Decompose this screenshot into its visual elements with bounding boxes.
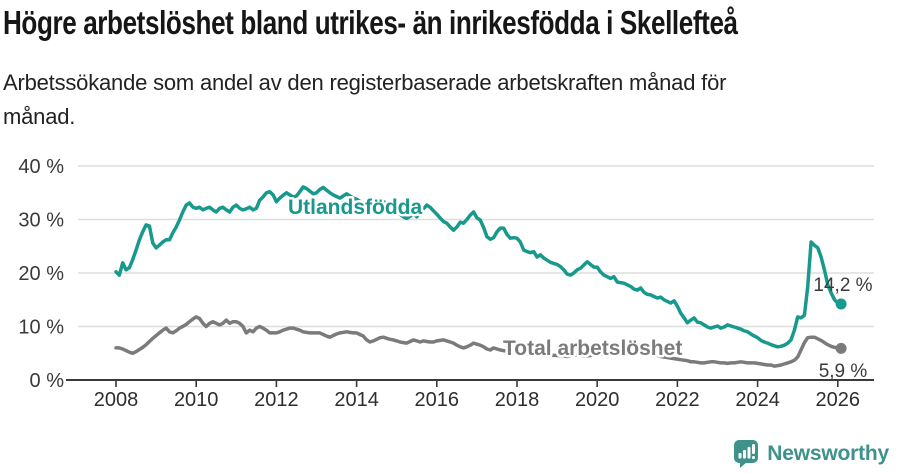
y-tick-label: 40 %	[18, 156, 64, 178]
line-chart: 0 %10 %20 %30 %40 %2008 2010 2012 2014 2016 2…	[18, 156, 874, 411]
gridlines	[78, 165, 874, 328]
x-tick-label: 2024	[735, 389, 780, 411]
x-tick-label: 2012	[254, 389, 299, 411]
x-tick-label: 2014	[334, 389, 379, 411]
chart-subtitle-line-1: Arbetssökande som andel av den registerb…	[3, 70, 727, 95]
chart-title: Högre arbetslöshet bland utrikes- än inr…	[3, 4, 738, 41]
x-tick-label: 2026	[816, 389, 861, 411]
utlandsfodda-series-label: Utlandsfödda	[288, 196, 422, 219]
x-axis: 2008 2010 2012 2014 2016 2018 2020 2022 2024 2026	[66, 379, 874, 411]
y-tick-label: 30 %	[18, 210, 64, 232]
newsworthy-logo: Newsworthy	[733, 439, 889, 468]
x-tick-label: 2010	[174, 389, 219, 411]
utlandsfodda-line	[114, 185, 843, 349]
x-tick-label: 2020	[575, 389, 620, 411]
chart-subtitle-line-2: månad.	[3, 104, 76, 129]
x-tick-label: 2008	[94, 389, 139, 411]
total-arbetsloshet-series-label: Total arbetslöshet	[503, 337, 682, 360]
total-arbetsloshet-line	[114, 315, 843, 368]
utlandsfodda-end-dot	[835, 298, 847, 310]
utlandsfodda-end-value-label: 14,2 %	[813, 275, 872, 296]
y-axis-labels: 0 % 10 % 20 % 30 % 40 %	[18, 156, 64, 392]
y-tick-label: 0 %	[30, 370, 65, 392]
x-tick-label: 2018	[495, 389, 540, 411]
chart-subtitle: Arbetssökande som andel av den registerb…	[3, 66, 726, 134]
y-tick-label: 10 %	[18, 317, 64, 339]
x-tick-label: 2022	[655, 389, 700, 411]
newsworthy-brand-text: Newsworthy	[767, 441, 889, 465]
total-arbetsloshet-end-dot	[835, 342, 847, 354]
newsworthy-logo-icon	[734, 440, 759, 468]
total-arbetsloshet-end-value-label: 5,9 %	[819, 361, 868, 382]
x-tick-label: 2016	[415, 389, 460, 411]
y-tick-label: 20 %	[18, 263, 64, 285]
